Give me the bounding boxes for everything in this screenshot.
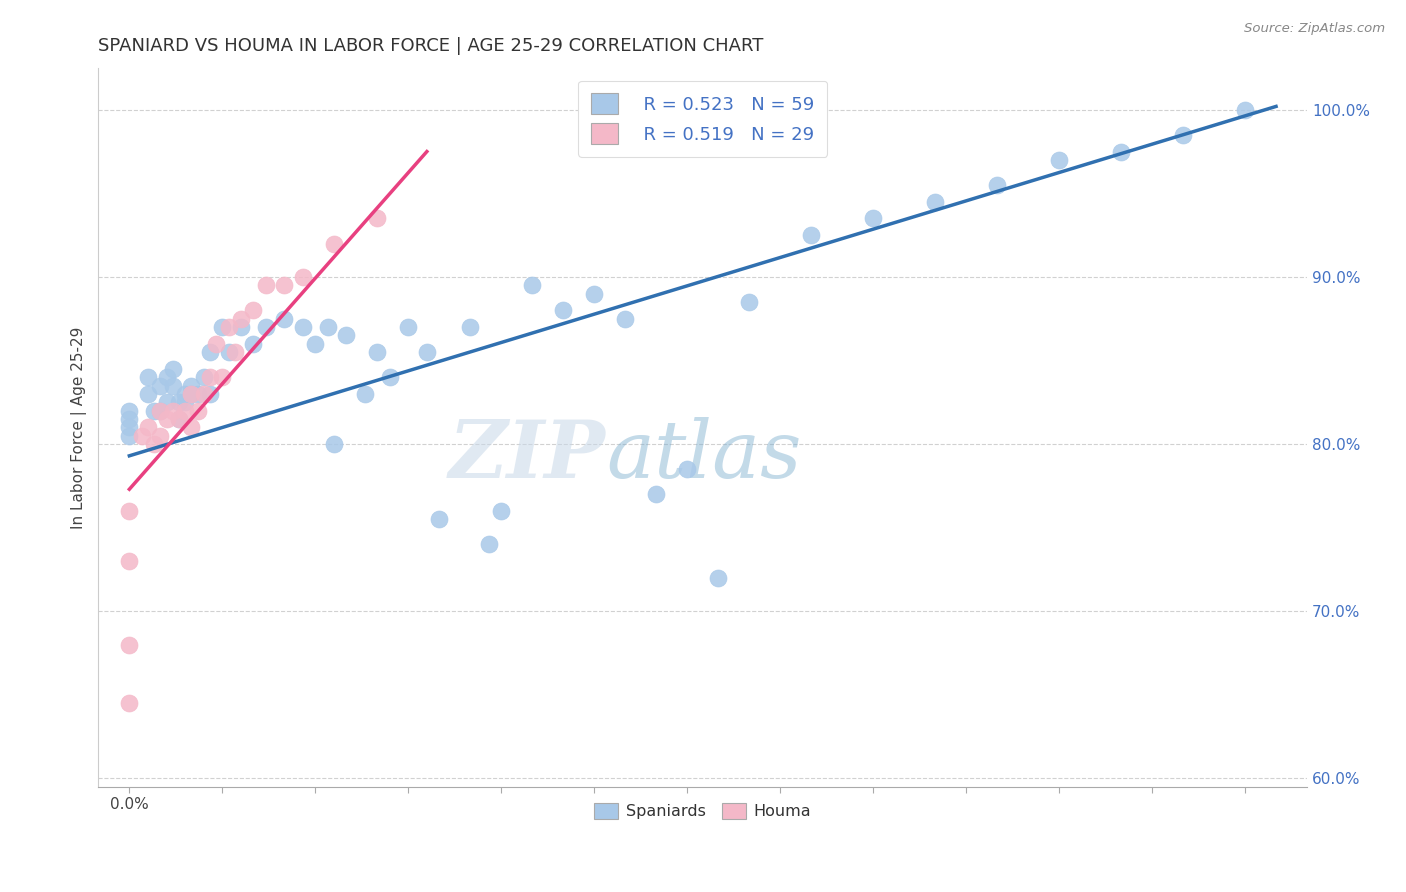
- Point: [211, 320, 233, 334]
- Point: [378, 370, 401, 384]
- Point: [1109, 145, 1132, 159]
- Point: [149, 403, 172, 417]
- Point: [1047, 153, 1070, 167]
- Legend: Spaniards, Houma: Spaniards, Houma: [588, 797, 818, 826]
- Point: [118, 429, 141, 443]
- Point: [553, 303, 575, 318]
- Point: [427, 512, 450, 526]
- Point: [149, 378, 172, 392]
- Point: [614, 311, 637, 326]
- Point: [162, 403, 184, 417]
- Point: [118, 420, 141, 434]
- Point: [316, 320, 339, 334]
- Point: [118, 638, 141, 652]
- Point: [131, 429, 153, 443]
- Point: [354, 387, 377, 401]
- Point: [193, 387, 215, 401]
- Point: [155, 412, 177, 426]
- Point: [738, 295, 761, 310]
- Point: [242, 336, 264, 351]
- Y-axis label: In Labor Force | Age 25-29: In Labor Force | Age 25-29: [72, 326, 87, 529]
- Point: [396, 320, 419, 334]
- Point: [149, 429, 172, 443]
- Point: [291, 320, 314, 334]
- Point: [118, 403, 141, 417]
- Point: [180, 387, 202, 401]
- Point: [986, 178, 1008, 192]
- Point: [335, 328, 357, 343]
- Point: [218, 345, 240, 359]
- Point: [186, 403, 208, 417]
- Point: [522, 278, 544, 293]
- Point: [707, 571, 730, 585]
- Point: [254, 278, 277, 293]
- Point: [458, 320, 481, 334]
- Point: [186, 387, 208, 401]
- Point: [198, 387, 221, 401]
- Point: [167, 412, 190, 426]
- Point: [224, 345, 246, 359]
- Point: [155, 395, 177, 409]
- Point: [800, 228, 823, 243]
- Point: [136, 370, 159, 384]
- Text: SPANIARD VS HOUMA IN LABOR FORCE | AGE 25-29 CORRELATION CHART: SPANIARD VS HOUMA IN LABOR FORCE | AGE 2…: [98, 37, 763, 55]
- Point: [366, 345, 388, 359]
- Point: [205, 336, 228, 351]
- Point: [583, 286, 606, 301]
- Point: [322, 437, 344, 451]
- Point: [143, 437, 166, 451]
- Point: [322, 236, 344, 251]
- Point: [491, 504, 513, 518]
- Point: [304, 336, 326, 351]
- Point: [366, 211, 388, 226]
- Point: [193, 370, 215, 384]
- Point: [167, 412, 190, 426]
- Point: [198, 370, 221, 384]
- Point: [229, 320, 252, 334]
- Point: [924, 194, 946, 209]
- Point: [1234, 103, 1257, 117]
- Text: Source: ZipAtlas.com: Source: ZipAtlas.com: [1244, 22, 1385, 36]
- Point: [167, 395, 190, 409]
- Point: [149, 403, 172, 417]
- Point: [118, 412, 141, 426]
- Point: [174, 403, 197, 417]
- Point: [198, 345, 221, 359]
- Point: [174, 395, 197, 409]
- Point: [143, 403, 166, 417]
- Point: [229, 311, 252, 326]
- Text: atlas: atlas: [606, 417, 801, 495]
- Point: [242, 303, 264, 318]
- Point: [118, 696, 141, 710]
- Point: [273, 311, 295, 326]
- Point: [218, 320, 240, 334]
- Point: [118, 554, 141, 568]
- Point: [291, 269, 314, 284]
- Text: ZIP: ZIP: [449, 417, 606, 495]
- Point: [1171, 128, 1194, 142]
- Point: [155, 370, 177, 384]
- Point: [162, 378, 184, 392]
- Point: [180, 387, 202, 401]
- Point: [174, 387, 197, 401]
- Point: [136, 420, 159, 434]
- Point: [211, 370, 233, 384]
- Point: [162, 362, 184, 376]
- Point: [676, 462, 699, 476]
- Point: [136, 387, 159, 401]
- Point: [118, 504, 141, 518]
- Point: [273, 278, 295, 293]
- Point: [862, 211, 884, 226]
- Point: [180, 420, 202, 434]
- Point: [180, 378, 202, 392]
- Point: [416, 345, 439, 359]
- Point: [254, 320, 277, 334]
- Point: [478, 537, 501, 551]
- Point: [645, 487, 668, 501]
